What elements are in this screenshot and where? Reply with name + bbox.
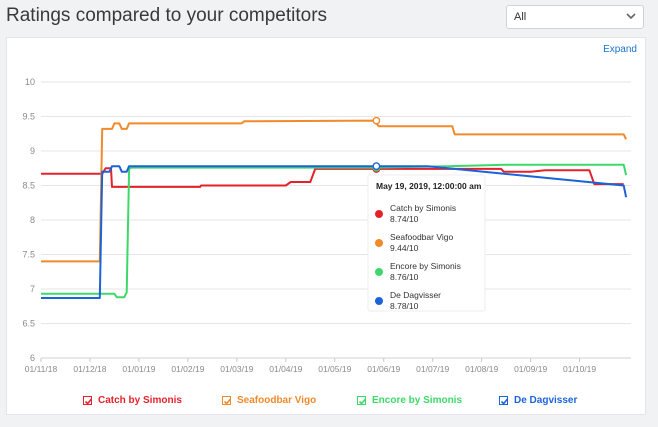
legend-item-de-dagvisser[interactable]: De Dagvisser [499,393,577,407]
y-tick-label: 9.5 [22,112,35,122]
ratings-line-chart: 6 6.5 7 7.5 8 8.5 9 9.5 10 01/11/18 01/12/18 01/01… [22,77,631,374]
tooltip-series-name: Seafoodbar Vigo [390,232,453,242]
tooltip-date: May 19, 2019, 12:00:00 am [376,181,482,191]
x-tick-label: 01/11/18 [25,364,58,374]
legend-label: Encore by Simonis [372,394,463,406]
tooltip-series-name: De Dagvisser [390,290,441,300]
y-tick-label: 7.5 [22,250,35,260]
checkbox-icon[interactable] [499,395,509,405]
tooltip-series-name: Catch by Simonis [390,203,456,213]
x-tick-label: 01/06/19 [367,364,400,374]
competitor-filter-select[interactable]: All [506,5,644,29]
tooltip-series-name: Encore by Simonis [390,261,461,271]
x-tick-label: 01/12/18 [73,364,106,374]
legend-label: Seafoodbar Vigo [237,394,317,406]
checkbox-icon[interactable] [83,395,93,405]
y-tick-label: 9 [30,146,35,156]
legend-label: Catch by Simonis [98,394,182,406]
x-tick-label: 01/03/19 [220,364,253,374]
series-line-seafoodbar-vigo[interactable] [41,119,627,263]
chart-tooltip: May 19, 2019, 12:00:00 am Catch by Simoni… [367,174,486,312]
tooltip-series-value: 8.78/10 [390,301,419,311]
page-title: Ratings compared to your competitors [6,5,328,26]
x-tick-label: 01/10/19 [563,364,596,374]
x-tick-label: 01/07/19 [416,364,449,374]
legend-item-catch-by-simonis[interactable]: Catch by Simonis [83,393,182,407]
tooltip-series-dot [375,239,383,247]
x-tick-label: 01/08/19 [465,364,498,374]
y-tick-label: 8.5 [22,181,35,191]
chevron-down-icon [626,13,636,20]
y-tick-label: 6.5 [22,319,35,329]
tooltip-series-dot [375,268,383,276]
tooltip-series-dot [375,297,383,305]
tooltip-series-value: 9.44/10 [390,243,419,253]
expand-link[interactable]: Expand [603,44,637,55]
y-tick-label: 10 [25,77,35,87]
checkbox-icon[interactable] [357,395,367,405]
tooltip-box [367,174,486,312]
x-tick-label: 01/02/19 [171,364,204,374]
x-tick-label: 01/09/19 [514,364,547,374]
y-tick-label: 6 [30,353,35,363]
y-tick-label: 8 [30,215,35,225]
tooltip-series-value: 8.76/10 [390,272,419,282]
legend-item-encore-by-simonis[interactable]: Encore by Simonis [357,393,462,407]
checkbox-icon[interactable] [222,395,232,405]
tooltip-series-dot [375,210,383,218]
hover-point [372,116,381,125]
y-tick-label: 7 [30,284,35,294]
filter-selected-value: All [514,11,527,23]
x-tick-label: 01/04/19 [269,364,302,374]
ratings-chart-card: Expand 6 6.5 7 7.5 8 8.5 9 9.5 10 01/11/18 01/12/… [6,37,646,415]
tooltip-series-value: 8.74/10 [390,214,419,224]
x-tick-label: 01/01/19 [122,364,155,374]
legend-item-seafoodbar-vigo[interactable]: Seafoodbar Vigo [222,393,316,407]
chart-legend: Catch by Simonis Seafoodbar Vigo Encore by… [7,393,647,409]
series-line-encore-by-simonis[interactable] [41,163,628,299]
x-tick-label: 01/05/19 [318,364,351,374]
series-line-de-dagvisser[interactable] [41,165,628,299]
legend-label: De Dagvisser [514,394,578,406]
hover-point [372,162,381,171]
